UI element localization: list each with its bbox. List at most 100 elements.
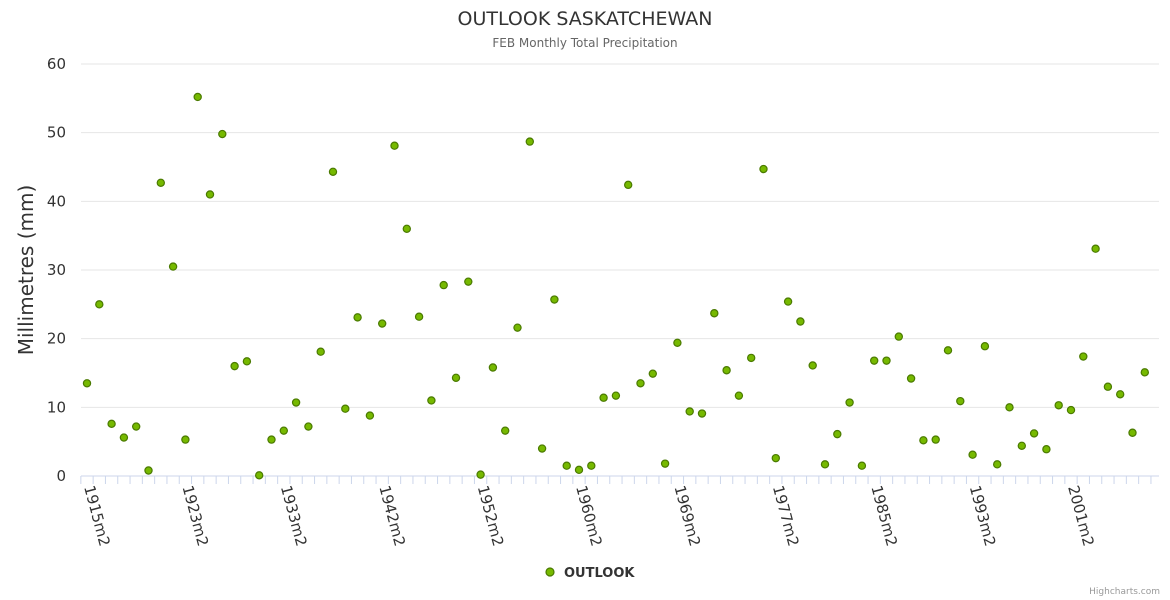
data-point[interactable]: [402, 224, 411, 233]
data-point[interactable]: [279, 426, 288, 435]
data-point[interactable]: [1042, 445, 1051, 454]
data-point[interactable]: [574, 465, 584, 475]
data-point[interactable]: [685, 407, 694, 416]
data-point[interactable]: [501, 426, 510, 435]
data-point[interactable]: [882, 356, 891, 365]
data-point[interactable]: [390, 141, 399, 150]
data-point[interactable]: [304, 422, 313, 431]
data-point[interactable]: [82, 379, 92, 388]
data-point[interactable]: [131, 422, 141, 431]
data-point[interactable]: [857, 461, 867, 470]
data-point[interactable]: [599, 393, 608, 402]
data-point[interactable]: [833, 429, 842, 439]
data-point[interactable]: [168, 262, 178, 271]
y-tick-label: 50: [47, 124, 66, 142]
data-point[interactable]: [414, 312, 424, 321]
data-point[interactable]: [1128, 428, 1137, 437]
data-point[interactable]: [943, 346, 953, 355]
data-point[interactable]: [611, 391, 621, 400]
data-point[interactable]: [341, 404, 350, 413]
data-point[interactable]: [291, 398, 301, 407]
data-point[interactable]: [722, 366, 731, 375]
data-point[interactable]: [427, 396, 436, 405]
data-point[interactable]: [673, 338, 682, 347]
data-point[interactable]: [156, 178, 165, 187]
data-point[interactable]: [796, 317, 805, 326]
data-point[interactable]: [513, 323, 522, 332]
data-point[interactable]: [255, 471, 264, 480]
data-point[interactable]: [771, 453, 781, 463]
data-point[interactable]: [562, 461, 571, 470]
data-point[interactable]: [906, 374, 916, 383]
grid-lines: [81, 63, 1159, 408]
data-point[interactable]: [230, 361, 239, 371]
data-point[interactable]: [488, 363, 498, 372]
chart-title: OUTLOOK SASKATCHEWAN: [458, 8, 713, 30]
y-tick-label: 0: [56, 467, 66, 485]
data-point[interactable]: [328, 167, 338, 177]
data-point[interactable]: [316, 347, 325, 356]
data-point[interactable]: [820, 460, 830, 469]
y-tick-label: 20: [47, 330, 66, 348]
data-point[interactable]: [624, 180, 633, 190]
data-point[interactable]: [783, 297, 793, 306]
data-point[interactable]: [95, 300, 104, 309]
legend-item-outlook[interactable]: OUTLOOK: [564, 566, 635, 581]
data-point[interactable]: [439, 280, 448, 290]
y-axis-title: Millimetres (mm): [14, 185, 38, 356]
data-point[interactable]: [144, 466, 153, 475]
data-point[interactable]: [365, 411, 375, 420]
data-point[interactable]: [993, 460, 1002, 469]
data-point[interactable]: [537, 444, 547, 453]
data-point[interactable]: [747, 353, 756, 363]
data-point[interactable]: [660, 459, 670, 468]
data-point[interactable]: [1091, 244, 1100, 253]
data-point[interactable]: [464, 277, 473, 286]
data-point[interactable]: [525, 137, 535, 146]
legend[interactable]: OUTLOOK: [545, 566, 635, 581]
data-point[interactable]: [759, 164, 768, 174]
data-point[interactable]: [1017, 441, 1027, 450]
data-point[interactable]: [267, 435, 276, 444]
data-point[interactable]: [697, 409, 707, 418]
data-point[interactable]: [956, 396, 965, 406]
data-point[interactable]: [845, 398, 854, 407]
data-point[interactable]: [587, 461, 596, 470]
data-point[interactable]: [1115, 390, 1125, 399]
data-point[interactable]: [476, 470, 485, 479]
data-point[interactable]: [968, 450, 977, 459]
data-point[interactable]: [734, 391, 744, 400]
data-point[interactable]: [107, 419, 116, 429]
data-point[interactable]: [242, 357, 252, 366]
data-point[interactable]: [931, 435, 940, 444]
data-series-outlook: [82, 92, 1150, 480]
data-point[interactable]: [1140, 368, 1150, 377]
data-point[interactable]: [550, 295, 559, 304]
data-point[interactable]: [1079, 352, 1088, 361]
data-point[interactable]: [1103, 382, 1113, 391]
data-point[interactable]: [919, 436, 928, 445]
data-point[interactable]: [1066, 405, 1076, 415]
data-point[interactable]: [181, 435, 190, 444]
data-point[interactable]: [1054, 401, 1063, 410]
data-point[interactable]: [808, 361, 817, 370]
data-point[interactable]: [378, 319, 387, 328]
legend-marker: [545, 567, 555, 577]
data-point[interactable]: [636, 379, 645, 388]
data-point[interactable]: [353, 313, 362, 322]
data-point[interactable]: [119, 433, 129, 442]
data-point[interactable]: [205, 190, 215, 199]
data-point[interactable]: [980, 342, 990, 351]
data-point[interactable]: [870, 356, 879, 365]
data-point[interactable]: [648, 369, 658, 378]
credits-link[interactable]: Highcharts.com: [1089, 587, 1160, 597]
data-point[interactable]: [1005, 403, 1014, 412]
data-point[interactable]: [1029, 429, 1039, 438]
y-tick-label: 40: [47, 192, 66, 210]
data-point[interactable]: [193, 92, 202, 102]
data-point[interactable]: [894, 332, 904, 341]
data-point[interactable]: [451, 373, 461, 383]
data-point[interactable]: [218, 129, 227, 139]
data-point[interactable]: [710, 309, 719, 318]
